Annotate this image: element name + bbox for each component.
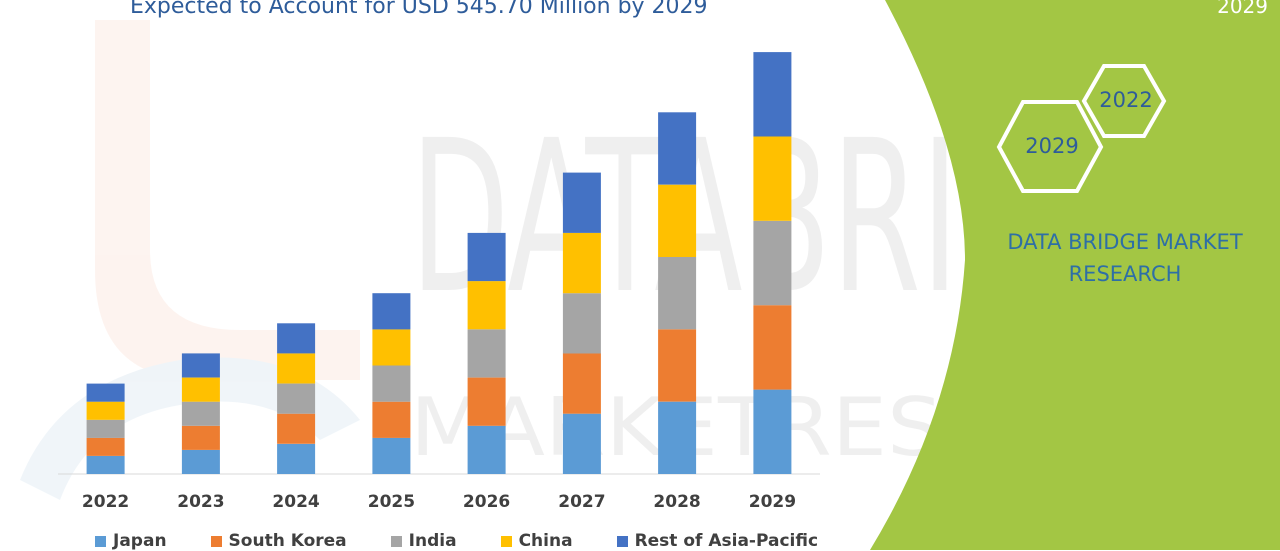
bar-segment-2024-rest-of-asia-pacific bbox=[277, 323, 316, 354]
bar-segment-2025-china bbox=[372, 329, 411, 366]
brand-line-1: DATA BRIDGE MARKET bbox=[1007, 230, 1243, 254]
x-tick-label-2028: 2028 bbox=[653, 492, 700, 512]
brand-name: DATA BRIDGE MARKET RESEARCH bbox=[985, 226, 1265, 290]
bar-segment-2029-india bbox=[753, 220, 792, 306]
brand-panel-shape bbox=[870, 0, 1280, 550]
bar-segment-2025-south-korea bbox=[372, 401, 411, 438]
bar-segment-2022-japan bbox=[86, 455, 125, 474]
legend-label-japan: Japan bbox=[113, 531, 167, 551]
bar-segment-2022-china bbox=[86, 401, 125, 420]
bar-segment-2025-japan bbox=[372, 437, 411, 474]
bar-segment-2029-south-korea bbox=[753, 305, 792, 390]
bar-segment-2023-japan bbox=[181, 449, 220, 474]
bar-segment-2027-rest-of-asia-pacific bbox=[562, 172, 601, 233]
legend-swatch-rest-of-asia-pacific bbox=[616, 535, 628, 547]
bar-segment-2022-rest-of-asia-pacific bbox=[86, 383, 125, 402]
bar-segment-2027-india bbox=[562, 293, 601, 354]
bar-segment-2027-south-korea bbox=[562, 353, 601, 414]
bar-segment-2024-south-korea bbox=[277, 413, 316, 444]
bar-segment-2028-india bbox=[658, 257, 697, 330]
bar-segment-2027-japan bbox=[562, 413, 601, 474]
bar-segment-2026-china bbox=[467, 281, 506, 330]
bar-segment-2025-india bbox=[372, 365, 411, 402]
hex-year-2022: 2022 bbox=[1099, 88, 1153, 112]
legend-label-rest-of-asia-pacific: Rest of Asia-Pacific bbox=[634, 531, 819, 551]
legend-label-india: India bbox=[408, 531, 457, 551]
bar-segment-2024-india bbox=[277, 383, 316, 414]
bar-segment-2029-japan bbox=[753, 389, 792, 474]
bar-segment-2022-south-korea bbox=[86, 437, 125, 456]
bar-segment-2028-japan bbox=[658, 401, 697, 474]
legend-swatch-india bbox=[390, 535, 402, 547]
bar-segment-2028-china bbox=[658, 184, 697, 257]
chart-legend: Japan South Korea India China Rest of Asia-P… bbox=[95, 531, 862, 551]
legend-swatch-japan bbox=[95, 535, 106, 547]
bar-segment-2024-china bbox=[277, 353, 316, 384]
bar-segment-2028-south-korea bbox=[658, 329, 697, 402]
bar-segment-2026-south-korea bbox=[467, 377, 506, 426]
x-tick-label-2022: 2022 bbox=[82, 492, 129, 512]
bar-segment-2025-rest-of-asia-pacific bbox=[372, 293, 411, 330]
bar-segment-2023-india bbox=[181, 401, 220, 426]
bar-segment-2022-india bbox=[86, 419, 125, 438]
legend-item-south-korea: South Korea bbox=[210, 531, 347, 551]
x-tick-label-2029: 2029 bbox=[749, 492, 796, 512]
bar-segment-2027-china bbox=[562, 232, 601, 294]
legend-label-south-korea: South Korea bbox=[228, 531, 347, 551]
x-tick-label-2026: 2026 bbox=[463, 492, 510, 512]
brand-line-2: RESEARCH bbox=[1068, 262, 1182, 286]
legend-swatch-south-korea bbox=[210, 535, 222, 547]
x-tick-label-2025: 2025 bbox=[368, 492, 415, 512]
x-tick-label-2024: 2024 bbox=[272, 492, 319, 512]
legend-label-china: China bbox=[518, 531, 573, 551]
bar-segment-2029-rest-of-asia-pacific bbox=[753, 52, 792, 137]
hex-year-2029: 2029 bbox=[1025, 134, 1079, 158]
bar-segment-2026-rest-of-asia-pacific bbox=[467, 232, 506, 282]
legend-item-japan: Japan bbox=[95, 531, 167, 551]
legend-item-rest-of-asia-pacific: Rest of Asia-Pacific bbox=[616, 531, 819, 551]
chart-title: Expected to Account for USD 545.70 Milli… bbox=[130, 0, 708, 19]
bar-segment-2026-japan bbox=[467, 425, 506, 474]
x-tick-label-2027: 2027 bbox=[558, 492, 605, 512]
bar-segment-2029-china bbox=[753, 136, 792, 221]
hexagon-2022 bbox=[1081, 64, 1167, 138]
legend-item-china: China bbox=[500, 531, 573, 551]
x-tick-label-2023: 2023 bbox=[177, 492, 224, 512]
bar-segment-2026-india bbox=[467, 329, 506, 378]
bar-segment-2028-rest-of-asia-pacific bbox=[658, 112, 697, 185]
corner-year-label: 2029 bbox=[1217, 0, 1268, 18]
legend-item-india: India bbox=[390, 531, 457, 551]
bar-segment-2023-south-korea bbox=[181, 425, 220, 450]
legend-swatch-china bbox=[500, 535, 512, 547]
bar-segment-2024-japan bbox=[277, 443, 316, 474]
hexagon-2029 bbox=[996, 100, 1104, 193]
bar-segment-2023-rest-of-asia-pacific bbox=[181, 353, 220, 378]
bar-segment-2023-china bbox=[181, 377, 220, 402]
